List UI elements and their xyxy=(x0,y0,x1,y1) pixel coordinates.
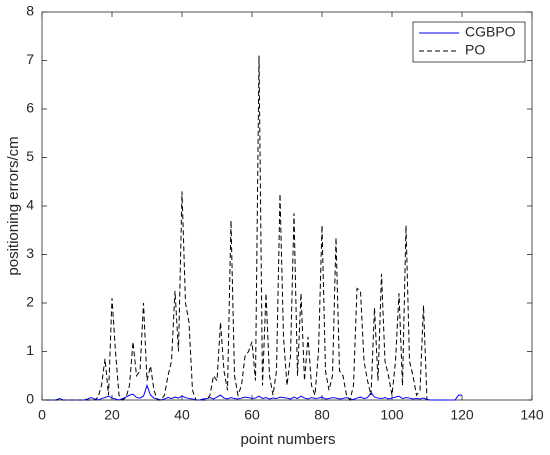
y-tick-label: 7 xyxy=(26,51,34,67)
x-tick-label: 140 xyxy=(520,407,544,423)
y-tick-label: 0 xyxy=(26,391,34,407)
x-tick-label: 100 xyxy=(380,407,404,423)
y-tick-label: 1 xyxy=(26,342,34,358)
legend-label: PO xyxy=(465,42,485,58)
y-tick-label: 6 xyxy=(26,100,34,116)
y-tick-label: 3 xyxy=(26,245,34,261)
plot-area xyxy=(41,11,533,401)
y-axis-label: positioning errors/cm xyxy=(5,136,22,275)
legend-box xyxy=(412,21,526,63)
x-tick-label: 20 xyxy=(104,407,120,423)
x-tick-label: 80 xyxy=(314,407,330,423)
y-tick-label: 5 xyxy=(26,148,34,164)
legend-label: CGBPO xyxy=(465,24,516,40)
x-tick-label: 40 xyxy=(174,407,190,423)
x-axis-label: point numbers xyxy=(240,431,335,448)
x-tick-label: 120 xyxy=(450,407,474,423)
y-tick-label: 4 xyxy=(26,197,34,213)
y-tick-label: 8 xyxy=(26,3,34,19)
y-tick-label: 2 xyxy=(26,294,34,310)
x-tick-label: 60 xyxy=(244,407,260,423)
data-line xyxy=(45,383,462,401)
data-line xyxy=(45,55,428,402)
x-tick-label: 0 xyxy=(38,407,46,423)
